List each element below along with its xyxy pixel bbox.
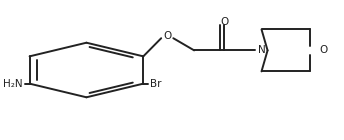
Text: O: O — [221, 17, 229, 27]
Text: H₂N: H₂N — [3, 79, 23, 89]
Text: Br: Br — [150, 79, 162, 89]
Text: O: O — [320, 45, 328, 55]
Text: N: N — [258, 45, 265, 55]
Text: O: O — [163, 31, 171, 41]
